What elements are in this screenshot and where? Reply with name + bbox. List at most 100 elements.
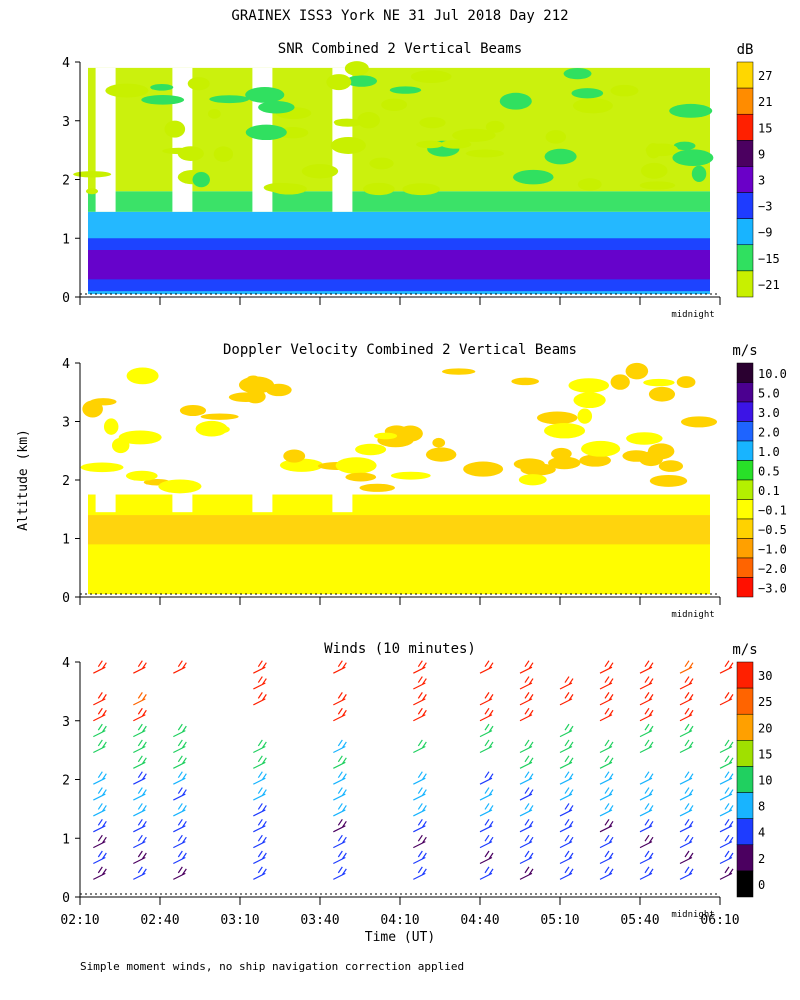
colorbar-swatch — [736, 61, 754, 89]
wind-barb — [559, 739, 574, 754]
wind-barb — [599, 866, 614, 880]
wind-barb — [133, 692, 147, 706]
midnight-label: midnight — [671, 310, 714, 320]
data-patch — [544, 148, 577, 165]
wind-barb — [93, 834, 107, 849]
colorbar-swatch — [736, 844, 754, 872]
figure-title: GRAINEX ISS3 York NE 31 Jul 2018 Day 212 — [231, 8, 568, 24]
wind-barb — [93, 707, 107, 722]
wind-barb — [599, 803, 614, 817]
wind-barb — [639, 660, 654, 674]
wind-barb — [173, 803, 187, 817]
y-tick-label: 3 — [62, 115, 70, 130]
wind-barb — [413, 818, 427, 833]
wind-barb — [679, 834, 694, 849]
wind-barb — [559, 803, 574, 817]
wind-barb — [413, 771, 427, 785]
wind-barb — [479, 660, 494, 674]
wind-barb — [519, 707, 534, 722]
data-patch — [425, 447, 457, 462]
wind-barb — [679, 660, 694, 674]
wind-barb — [679, 803, 694, 817]
data-patch — [573, 392, 606, 409]
panel-1: SNR Combined 2 Vertical Beams 0 1 2 3 4 midnig… — [62, 41, 780, 320]
wind-barb — [333, 866, 347, 880]
colorbar-swatch — [736, 538, 754, 559]
data-patch — [610, 84, 639, 97]
y-axis-label: Altitude (km) — [16, 429, 31, 531]
wind-barb — [173, 660, 187, 674]
wind-barb — [599, 755, 614, 769]
colorbar-label: 2 — [758, 852, 765, 866]
data-patch — [213, 146, 234, 162]
wind-barb — [679, 692, 694, 706]
data-patch — [626, 432, 663, 445]
data-patch — [389, 86, 422, 94]
wind-barb — [333, 850, 347, 865]
wind-barb — [679, 739, 694, 754]
wind-barb — [639, 850, 654, 865]
wind-barb — [253, 803, 267, 817]
colorbar-label: 25 — [758, 695, 772, 709]
colorbar-label: −3.0 — [758, 581, 787, 595]
data-patch — [513, 169, 554, 185]
colorbar-label: 3 — [758, 174, 765, 188]
colorbar-label: 2.0 — [758, 425, 780, 439]
data-patch — [410, 70, 452, 83]
wind-barb — [479, 866, 494, 880]
x-axis-label: Time (UT) — [365, 930, 435, 945]
colorbar-swatch — [736, 166, 754, 193]
colorbar-label: −0.1 — [758, 503, 787, 517]
wind-barb — [173, 739, 187, 754]
wind-barb — [413, 707, 427, 722]
wind-barb — [253, 676, 267, 690]
wind-barb — [719, 834, 734, 849]
wind-barb — [133, 834, 147, 849]
data-patch — [463, 461, 504, 477]
wind-barb — [599, 739, 614, 754]
data-patch — [622, 450, 651, 462]
colorbar-unit: dB — [737, 42, 754, 58]
data-patch — [440, 139, 472, 149]
wind-barb — [599, 692, 614, 706]
data-patch — [301, 164, 339, 179]
wind-barb — [173, 818, 187, 833]
data-patch — [118, 430, 162, 445]
wind-barb — [333, 707, 347, 722]
wind-barb — [333, 771, 347, 785]
colorbar-swatch — [736, 382, 754, 403]
wind-barb — [559, 850, 574, 865]
wind-barb — [413, 803, 427, 817]
wind-barb — [719, 739, 734, 754]
x-tick-label: 02:10 — [60, 913, 99, 928]
wind-barb — [133, 866, 147, 880]
colorbar-label: 10 — [758, 774, 772, 788]
wind-barb — [333, 660, 347, 674]
data-patch — [625, 362, 649, 380]
colorbar-label: 21 — [758, 95, 772, 109]
data-patch — [568, 378, 610, 393]
wind-barb — [253, 692, 267, 706]
x-tick-label: 02:40 — [140, 913, 179, 928]
wind-barb — [479, 818, 494, 833]
colorbar-unit: m/s — [732, 642, 757, 658]
data-patch — [209, 95, 250, 104]
colorbar-swatch — [736, 244, 754, 272]
colorbar-swatch — [736, 140, 754, 167]
wind-barb — [133, 755, 147, 769]
data-patch — [90, 398, 117, 406]
wind-barb — [679, 676, 694, 690]
wind-barb — [413, 866, 427, 880]
wind-barb — [599, 676, 614, 690]
colorbar-swatch — [736, 818, 754, 846]
data-patch — [126, 367, 159, 385]
data-patch — [200, 413, 239, 420]
colorbar-label: −0.5 — [758, 523, 787, 537]
data-layer-2 — [88, 494, 710, 516]
data-patch — [125, 470, 158, 481]
colorbar-label: 27 — [758, 69, 772, 83]
colorbar-swatch — [736, 440, 754, 461]
wind-barb — [559, 771, 574, 785]
data-patch — [520, 463, 556, 476]
data-patch — [80, 462, 124, 473]
